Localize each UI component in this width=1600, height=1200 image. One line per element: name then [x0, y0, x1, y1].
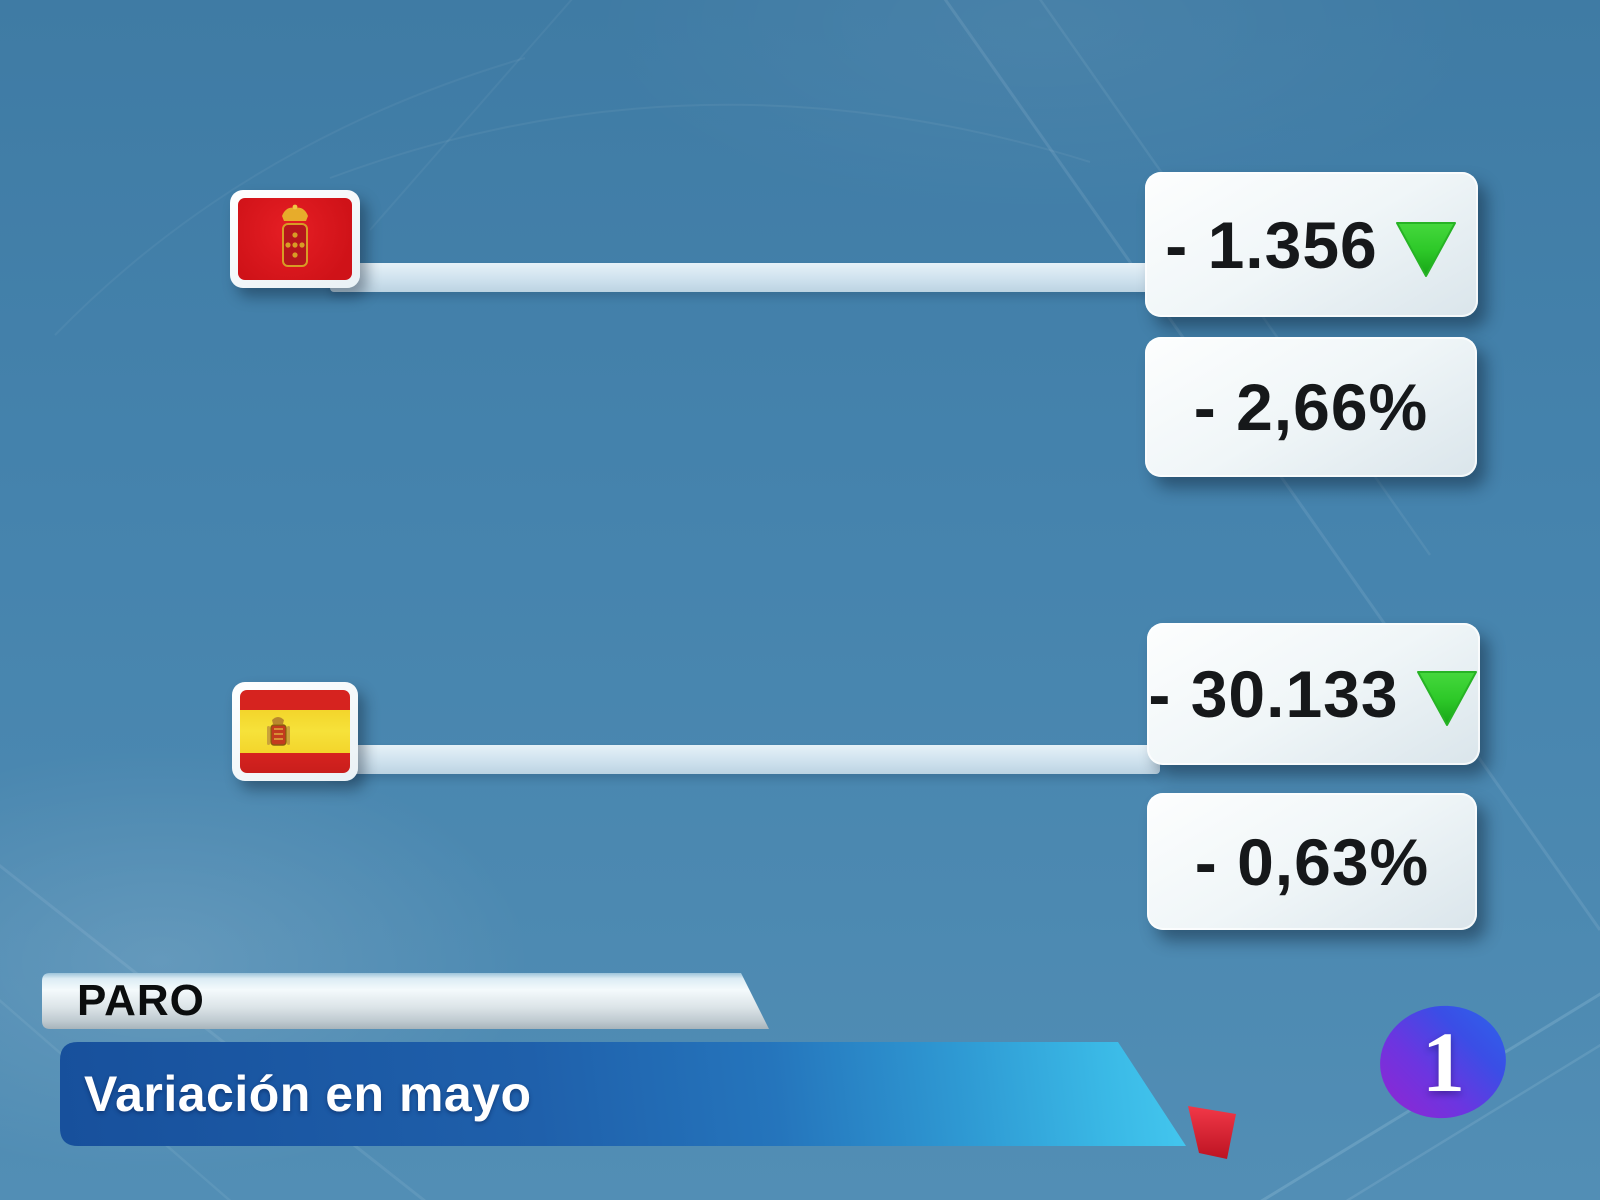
texture-curve — [329, 103, 1091, 179]
spain-flag — [232, 682, 358, 781]
percent-number: - 0,63% — [1194, 824, 1430, 899]
value-box-spain: - 30.133 — [1147, 623, 1480, 765]
navarra-flag — [230, 190, 360, 288]
spain-coat-of-arms — [267, 717, 290, 746]
green-down-triangle-icon — [1395, 221, 1456, 277]
value-box-navarra: - 1.356 — [1145, 172, 1478, 317]
percent-number: - 2,66% — [1193, 370, 1429, 444]
texture-line — [0, 863, 427, 1200]
la1-logo-blob — [1380, 1005, 1506, 1119]
connector-bar-row2 — [330, 745, 1160, 774]
texture-curve — [54, 57, 526, 336]
value-number: - 1.356 — [1165, 207, 1378, 282]
texture-line — [369, 0, 573, 231]
la1-logo-digit: 1 — [1422, 1014, 1465, 1110]
navarra-flag-field — [238, 198, 352, 280]
connector-bar-row1 — [330, 263, 1160, 292]
paro-silver-bar — [42, 973, 769, 1029]
subtitle-blue-banner — [60, 1042, 1186, 1146]
percent-box-navarra: - 2,66% — [1145, 337, 1477, 477]
paro-title: PARO — [77, 976, 205, 1025]
texture-line — [1345, 1043, 1600, 1200]
percent-box-spain: - 0,63% — [1147, 793, 1477, 930]
navarra-coat-of-arms — [282, 204, 308, 267]
value-number: - 30.133 — [1148, 657, 1399, 731]
spain-flag-field — [240, 690, 350, 773]
green-down-triangle-icon — [1416, 671, 1477, 726]
subtitle: Variación en mayo — [84, 1066, 532, 1122]
red-accent-shape — [1188, 1106, 1236, 1159]
